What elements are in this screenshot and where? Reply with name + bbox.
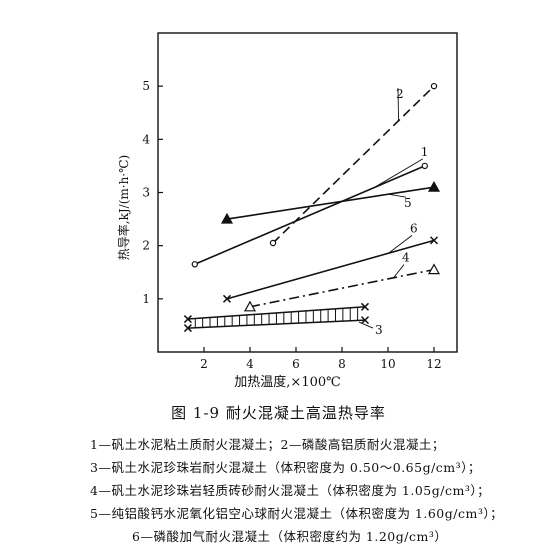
series-label-4: 4 <box>402 251 410 265</box>
series-label-leader-6 <box>388 234 413 254</box>
x-stroke <box>429 236 439 245</box>
series-label-3: 3 <box>375 323 383 337</box>
series-label-leader-4 <box>393 264 405 279</box>
data-point-circle <box>191 261 198 268</box>
data-point-x <box>183 324 192 333</box>
data-point-circle <box>421 162 428 170</box>
series-3-label-leader <box>358 321 374 329</box>
series-label-1: 1 <box>421 145 429 159</box>
data-point-triangle <box>427 263 441 275</box>
y-tick-label: 2 <box>142 239 150 253</box>
series-line-6 <box>226 239 435 300</box>
data-point-x <box>360 302 370 311</box>
data-point-x <box>360 316 370 325</box>
series-line-5 <box>226 186 435 220</box>
y-tick-label: 4 <box>142 132 150 146</box>
legend-line-3: 4—矾土水泥珍珠岩轻质砖砂耐火混凝土（体积密度为 1.05g/cm³）； <box>90 483 491 498</box>
series-line-4 <box>249 268 435 308</box>
x-tick-label: 10 <box>380 357 395 371</box>
data-point-triangle <box>243 300 257 312</box>
x-stroke <box>222 294 232 303</box>
series-label-6: 6 <box>410 221 418 235</box>
y-tick-label: 3 <box>142 186 150 200</box>
data-point-x <box>429 236 439 245</box>
data-point-circle <box>269 239 277 247</box>
series-group: 1 2 3 4 5 6 <box>183 82 441 337</box>
axis-labels: 加热温度,×100℃ 热导率,kJ/(m·h·℃) <box>116 155 341 390</box>
x-tick-label: 6 <box>292 357 300 371</box>
figure-caption: 图 1-9 耐火混凝土高温热导率 <box>171 404 386 422</box>
legend-line-2: 3—矾土水泥珍珠岩耐火混凝土（体积密度为 0.50～0.65g/cm³）； <box>90 460 481 475</box>
legend-line-1: 1—矾土水泥粘土质耐火混凝土；2—磷酸高铝质耐火混凝土； <box>90 437 445 452</box>
series-label-2: 2 <box>396 87 404 101</box>
series-line-1 <box>194 165 426 266</box>
x-stroke <box>360 302 370 311</box>
y-axis-label: 热导率,kJ/(m·h·℃) <box>116 155 131 260</box>
series-label-5: 5 <box>404 196 412 210</box>
data-point-x <box>222 294 232 303</box>
x-tick-label: 12 <box>426 357 441 371</box>
legend-line-5: 6—磷酸加气耐火混凝土（体积密度约为 1.20g/cm³） <box>132 529 448 544</box>
series-label-leader-5 <box>388 193 407 198</box>
y-tick-label: 1 <box>142 292 150 306</box>
x-stroke <box>360 316 370 325</box>
series-label-leader-2 <box>397 88 400 121</box>
x-axis-label: 加热温度,×100℃ <box>234 374 340 390</box>
x-tick-label: 4 <box>246 357 254 371</box>
series-label-leader-1 <box>373 158 424 188</box>
x-stroke <box>183 315 192 324</box>
y-tick-label: 5 <box>142 79 150 93</box>
x-stroke <box>183 324 192 333</box>
legend-line-4: 5—纯铝酸钙水泥氧化铝空心球耐火混凝土（体积密度为 1.60g/cm³）； <box>90 506 504 521</box>
series-line-2 <box>272 85 435 244</box>
data-point-x <box>183 315 192 324</box>
data-point-circle <box>430 82 438 90</box>
x-tick-label: 8 <box>338 357 346 371</box>
data-point-triangle <box>220 212 234 224</box>
plot-frame <box>157 32 458 353</box>
x-tick-label: 2 <box>200 357 208 371</box>
data-point-triangle <box>427 180 441 192</box>
